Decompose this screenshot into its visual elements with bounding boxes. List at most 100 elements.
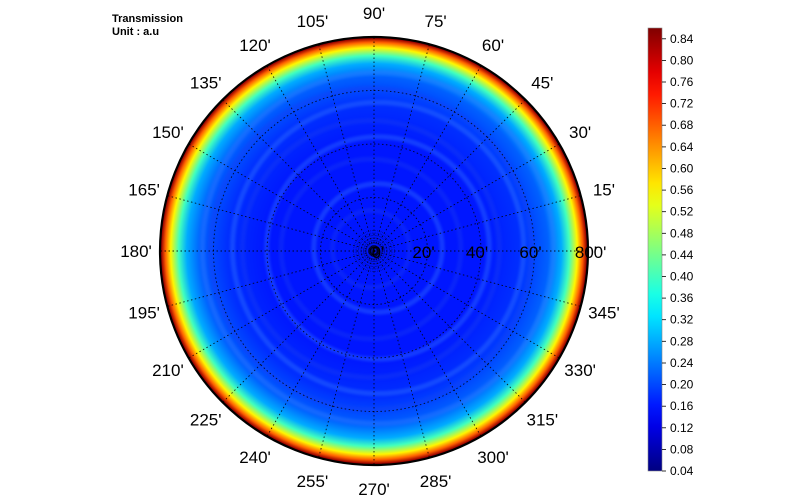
colorbar-tick-label: 0.40 — [670, 270, 694, 284]
center-hub-spoke — [353, 241, 375, 252]
center-hub-spoke — [373, 230, 382, 252]
center-hub-spoke — [366, 250, 375, 272]
interference-rings — [200, 70, 556, 426]
angular-tick-label: 75' — [425, 12, 447, 31]
interference-ring — [240, 118, 502, 380]
center-hub-spoke — [373, 250, 380, 273]
center-hub-spoke — [373, 230, 384, 252]
colorbar-tick-label: 0.68 — [670, 118, 694, 132]
center-hub-spoke — [366, 230, 375, 252]
center-hub-spoke — [354, 250, 375, 263]
colorbar: 0.04 0.08 0.12 0.16 0.20 0.24 0.28 0.32 0.36 0.40… — [647, 27, 694, 478]
unit-label: Unit : a.u — [112, 26, 160, 38]
angular-tick-label: 150' — [152, 123, 184, 142]
center-hub-spoke — [369, 250, 375, 273]
center-hub-spoke — [373, 250, 379, 273]
center-hub-spoke — [373, 229, 379, 252]
colorbar-tick-label: 0.16 — [670, 399, 694, 413]
center-hub-spoke — [373, 250, 390, 267]
center-hub-spoke — [371, 250, 375, 273]
center-hub-spoke — [368, 229, 375, 252]
center-hub-spoke — [358, 235, 375, 252]
radial-tick-label: 80' — [575, 243, 597, 262]
center-hub-spoke — [373, 229, 380, 252]
center-hub-spoke — [354, 239, 375, 252]
colorbar-tick-label: 0.80 — [670, 53, 694, 67]
radial-grid-circle — [266, 143, 482, 359]
radial-tick-label: 0' — [372, 243, 385, 262]
colorbar-tick-label: 0.48 — [670, 226, 694, 240]
center-hub-spoke — [352, 250, 375, 256]
center-hub-spoke — [373, 250, 389, 269]
center-hub-spoke — [373, 250, 384, 272]
angular-tick-label: 315' — [526, 410, 558, 429]
angular-tick-label: 30' — [569, 123, 591, 142]
angular-tick-label: 345' — [588, 304, 620, 323]
center-hub-spoke — [373, 250, 394, 263]
angular-tick-label: 240' — [239, 448, 271, 467]
colorbar-tick-label: 0.24 — [670, 356, 694, 370]
center-hub-spoke — [364, 250, 375, 272]
center-hub-spoke — [352, 246, 375, 252]
colorbar-tick-label: 0.08 — [670, 442, 694, 456]
radial-tick-label: 40' — [466, 243, 488, 262]
center-hub-spoke — [373, 238, 393, 252]
angular-tick-label: 225' — [190, 410, 222, 429]
center-hub-spoke — [362, 250, 375, 271]
center-hub-spoke — [373, 250, 387, 270]
colorbar-tick-label: 0.52 — [670, 205, 694, 219]
center-hub-spoke — [364, 230, 375, 252]
center-hub-spoke — [373, 245, 396, 252]
center-hub-spoke — [353, 250, 375, 261]
center-hub-spoke — [373, 239, 394, 252]
center-hub-spoke — [373, 232, 387, 252]
interference-ring — [264, 134, 492, 362]
center-hub-spoke — [359, 250, 375, 269]
interference-ring — [229, 99, 527, 397]
radial-tick-label: 60' — [519, 243, 541, 262]
radial-tick-labels: 0' 20' 40' 60' 80' — [372, 243, 597, 262]
polar-grid — [159, 36, 589, 466]
angular-tick-label: 0' — [594, 243, 607, 262]
interference-ring — [208, 86, 534, 412]
angular-tick-label: 165' — [128, 180, 160, 199]
colorbar-tick-label: 0.64 — [670, 140, 694, 154]
center-hub-spoke — [373, 250, 395, 259]
angular-tick-label: 210' — [152, 361, 184, 380]
center-hub-spoke — [373, 250, 396, 256]
center-hub-spoke — [369, 229, 375, 252]
colorbar-tick-label: 0.20 — [670, 378, 694, 392]
colorbar-tick-label: 0.84 — [670, 32, 694, 46]
center-hub-spoke — [356, 236, 375, 252]
chart-title: Transmission — [112, 13, 183, 25]
center-hub-spoke — [373, 235, 390, 252]
center-hub-spoke — [352, 245, 375, 252]
colorbar-tick-label: 0.32 — [670, 313, 694, 327]
angular-tick-label: 60' — [482, 36, 504, 55]
colorbar-tick-label: 0.76 — [670, 75, 694, 89]
center-hub-spoke — [373, 250, 396, 254]
center-hub-spoke — [352, 248, 375, 252]
center-hub-spoke — [358, 250, 375, 267]
angular-tick-label: 255' — [297, 472, 329, 491]
radial-tick-label: 20' — [412, 243, 434, 262]
center-hub-spoke — [373, 250, 386, 271]
interference-ring — [278, 156, 464, 342]
center-hub-spoke — [373, 250, 382, 272]
angular-tick-label: 330' — [564, 361, 596, 380]
colorbar-tick-label: 0.44 — [670, 248, 694, 262]
center-hub-spoke — [373, 229, 377, 252]
colorbar-tick-label: 0.04 — [670, 464, 694, 478]
center-hub-spoke — [373, 248, 396, 252]
angular-tick-label: 270' — [358, 480, 390, 499]
angular-tick-label: 195' — [128, 304, 160, 323]
colorbar-tick-label: 0.12 — [670, 421, 694, 435]
center-hub-spoke — [361, 250, 375, 270]
angular-tick-label: 15' — [593, 180, 615, 199]
center-hub-spoke — [368, 250, 375, 273]
center-hub-spoke — [373, 236, 392, 252]
center-hub-spoke — [355, 250, 375, 264]
center-hub-spoke — [355, 238, 375, 252]
angular-tick-label: 285' — [420, 472, 452, 491]
